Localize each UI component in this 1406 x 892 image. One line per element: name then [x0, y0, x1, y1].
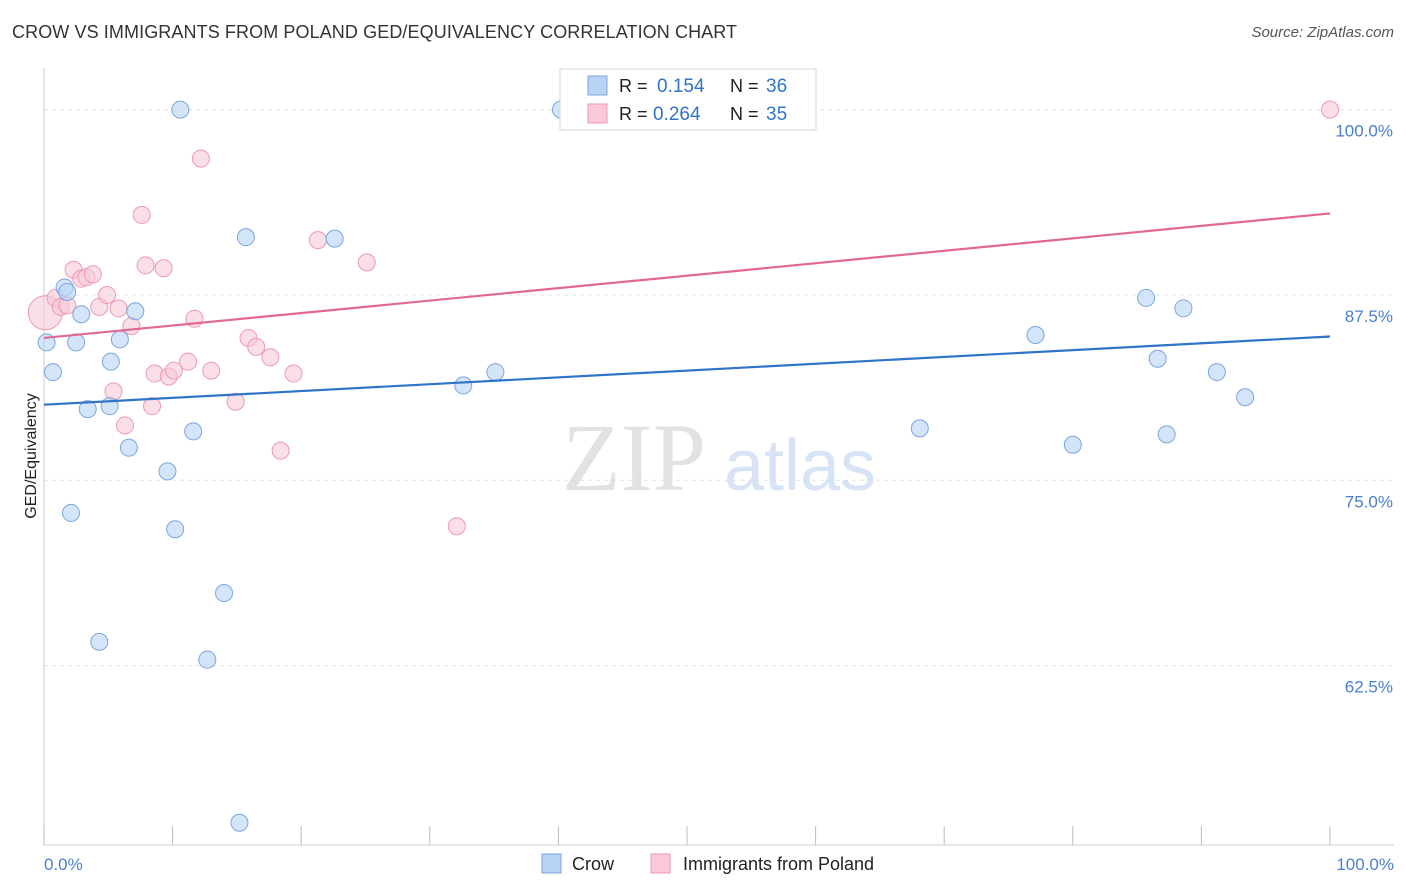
stats-n-value-poland: 35: [766, 104, 787, 125]
bottom-legend: Crow Immigrants from Poland: [541, 853, 874, 874]
x-ticks: [43, 826, 1331, 845]
data-point-crow: [1026, 326, 1045, 344]
data-point-crow: [1174, 299, 1193, 318]
data-point-poland: [226, 392, 245, 411]
x-tick-label-min: 0.0%: [44, 855, 83, 874]
y-axis-label: GED/Equivalency: [23, 393, 40, 518]
watermark-atlas: atlas: [724, 426, 876, 506]
data-point-crow: [910, 419, 929, 438]
stats-n-label-poland: N =: [730, 104, 759, 124]
stats-swatch-crow: [587, 75, 608, 96]
data-point-crow: [72, 305, 91, 324]
data-point-poland: [191, 149, 210, 168]
data-point-crow: [44, 363, 63, 382]
watermark: ZIP atlas: [562, 404, 876, 511]
data-point-crow: [78, 400, 97, 419]
chart-title: CROW VS IMMIGRANTS FROM POLAND GED/EQUIV…: [12, 22, 738, 42]
data-point-crow: [1148, 349, 1167, 368]
data-point-poland: [357, 253, 376, 272]
data-point-poland: [164, 361, 183, 380]
data-point-poland: [247, 337, 266, 356]
axes-layer: [43, 68, 1394, 846]
stats-r-label-crow: R =: [619, 76, 648, 96]
data-point-crow: [1063, 435, 1082, 454]
data-point-poland: [98, 285, 117, 304]
y-tick-label: 87.5%: [1345, 307, 1393, 326]
y-tick-label: 62.5%: [1345, 678, 1393, 697]
y-tick-label: 75.0%: [1345, 492, 1393, 511]
data-point-poland: [136, 256, 155, 275]
data-point-poland: [308, 231, 327, 250]
data-point-poland: [116, 416, 135, 435]
data-point-poland: [447, 517, 466, 536]
data-point-crow: [90, 632, 109, 651]
data-point-poland: [83, 265, 102, 284]
stats-n-value-crow: 36: [766, 76, 787, 97]
data-point-poland: [109, 299, 128, 318]
data-point-crow: [158, 462, 177, 481]
data-point-crow: [486, 363, 505, 382]
trend-line-crow: [43, 335, 1331, 406]
data-point-crow: [1157, 425, 1176, 444]
data-point-poland: [154, 259, 173, 278]
data-point-poland: [284, 364, 303, 383]
data-point-crow: [1207, 363, 1226, 382]
y-tick-labels: 62.5% 75.0% 87.5% 100.0%: [1335, 122, 1393, 697]
grid-layer: [44, 109, 1394, 667]
data-point-crow: [198, 650, 217, 669]
data-point-poland: [261, 348, 280, 367]
data-point-crow: [215, 583, 234, 602]
x-tick-label-max: 100.0%: [1336, 855, 1394, 874]
data-point-crow: [236, 228, 255, 247]
data-point-crow: [1236, 388, 1255, 407]
data-point-poland: [271, 441, 290, 460]
data-point-poland: [1321, 100, 1339, 119]
watermark-zip: ZIP: [562, 404, 706, 511]
data-point-poland: [132, 205, 151, 224]
legend-swatch-crow: [541, 853, 562, 874]
data-point-poland: [104, 382, 123, 401]
trend-line-poland: [43, 212, 1331, 340]
chart-source: Source: ZipAtlas.com: [1251, 24, 1394, 41]
legend-swatch-poland: [650, 853, 671, 874]
data-point-crow: [110, 330, 129, 349]
series-crow: [37, 100, 1255, 832]
data-point-crow: [230, 813, 249, 832]
data-point-poland: [122, 317, 141, 336]
data-point-crow: [1137, 288, 1156, 307]
stats-n-label-crow: N =: [730, 76, 759, 96]
stats-legend: R = 0.154 N = 36 R = 0.264 N = 35: [559, 68, 817, 131]
y-tick-label: 100.0%: [1335, 122, 1393, 141]
data-point-crow: [119, 438, 138, 457]
legend-label-poland: Immigrants from Poland: [683, 854, 874, 874]
data-point-crow: [62, 503, 81, 522]
data-point-crow: [101, 352, 120, 371]
data-point-crow: [126, 302, 145, 321]
trend-lines: [43, 212, 1331, 406]
data-point-poland: [179, 352, 198, 371]
data-point-crow: [184, 422, 203, 441]
legend-label-crow: Crow: [572, 854, 615, 874]
data-point-crow: [325, 229, 344, 248]
data-point-crow: [171, 100, 190, 119]
stats-swatch-poland: [587, 103, 608, 124]
data-point-crow: [166, 520, 185, 539]
data-point-crow: [454, 376, 473, 395]
data-point-poland: [202, 361, 221, 380]
data-point-crow: [58, 283, 77, 302]
stats-r-value-poland: 0.264: [653, 104, 701, 125]
stats-r-value-crow: 0.154: [657, 76, 705, 97]
stats-r-label-poland: R =: [619, 104, 648, 124]
data-point-poland: [143, 397, 162, 416]
